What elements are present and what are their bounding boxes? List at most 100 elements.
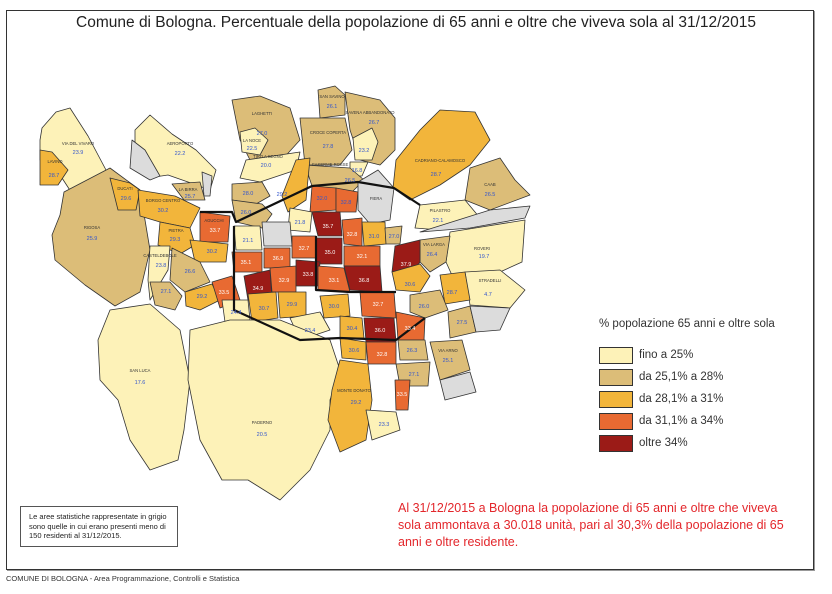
area-la-birra[interactable]: [171, 181, 206, 201]
svg-text:32.1: 32.1: [357, 254, 368, 260]
area-san-luca[interactable]: [97, 303, 191, 471]
svg-text:26.5: 26.5: [345, 178, 356, 184]
svg-text:4.7: 4.7: [484, 292, 492, 298]
legend-label: da 28,1% a 31%: [639, 393, 724, 405]
area-fossolo[interactable]: [394, 379, 411, 411]
area-tiro-a-segno[interactable]: [239, 151, 301, 183]
legend-swatch: [599, 368, 633, 386]
area-piazza-dell-unita[interactable]: [311, 211, 343, 237]
area-caab[interactable]: [464, 157, 531, 211]
svg-text:26.0: 26.0: [241, 210, 252, 216]
svg-text:SAVENA ABBANDONATO: SAVENA ABBANDONATO: [345, 110, 395, 115]
svg-text:26.5: 26.5: [485, 192, 496, 198]
legend-swatch: [599, 346, 633, 364]
area-croce-del-biacco[interactable]: [439, 271, 471, 305]
area-san-savino[interactable]: [317, 85, 346, 119]
svg-text:33.8: 33.8: [303, 272, 314, 278]
legend-label: oltre 34%: [639, 437, 688, 449]
svg-text:33.5: 33.5: [219, 290, 230, 296]
svg-text:33.4: 33.4: [405, 326, 416, 332]
svg-text:30.4: 30.4: [347, 326, 358, 332]
area-guelfa[interactable]: [391, 263, 431, 293]
svg-text:16.8: 16.8: [352, 168, 363, 174]
svg-text:26.3: 26.3: [407, 348, 418, 354]
svg-text:26.4: 26.4: [427, 252, 438, 258]
area-cavedone[interactable]: [397, 339, 429, 361]
area-cadriano-calamosco[interactable]: [392, 109, 491, 201]
area-mazzini-grey[interactable]: [261, 221, 293, 247]
svg-text:22.5: 22.5: [247, 146, 258, 152]
svg-text:MONTE DONATO: MONTE DONATO: [337, 388, 372, 393]
svg-text:30.0: 30.0: [329, 304, 340, 310]
area-ferrarese[interactable]: [335, 187, 359, 213]
area-bertalia[interactable]: [352, 127, 379, 161]
legend-swatch: [599, 412, 633, 430]
legend-label: da 25,1% a 28%: [639, 371, 724, 383]
grey-areas-note: Le aree statistiche rappresentate in gri…: [20, 506, 178, 547]
svg-text:29.3: 29.3: [170, 237, 181, 243]
svg-text:CROCE COPERTA: CROCE COPERTA: [310, 130, 346, 135]
svg-text:22.2: 22.2: [175, 151, 186, 157]
area-lunetta-gamberini[interactable]: [469, 305, 511, 333]
svg-text:RIGOSA: RIGOSA: [84, 225, 100, 230]
svg-text:FIERA: FIERA: [370, 196, 383, 201]
area-mazzini[interactable]: [339, 337, 367, 361]
area-emilia-ponente[interactable]: [189, 239, 229, 263]
svg-text:26.6: 26.6: [185, 269, 196, 275]
svg-text:26.7: 26.7: [369, 120, 380, 126]
area-scalo-merci-san-donato[interactable]: [419, 205, 531, 233]
area-via-arno[interactable]: [429, 339, 471, 381]
svg-text:35.7: 35.7: [323, 224, 334, 230]
area-borghellino[interactable]: [129, 139, 161, 181]
legend-item-2: da 25,1% a 28%: [599, 366, 814, 388]
svg-text:27.0: 27.0: [389, 234, 400, 240]
legend-swatch: [599, 434, 633, 452]
svg-text:28.7: 28.7: [49, 173, 60, 179]
area-paderno[interactable]: [187, 319, 341, 501]
svg-text:30.7: 30.7: [259, 306, 270, 312]
svg-text:VIA DEL VIVARO: VIA DEL VIVARO: [62, 141, 95, 146]
svg-text:STRADELLI: STRADELLI: [479, 278, 502, 283]
area-san-savino-nord[interactable]: [384, 225, 403, 245]
svg-text:27.5: 27.5: [457, 320, 468, 326]
area-la-noce[interactable]: [239, 127, 269, 156]
area-stradelli-guelfi[interactable]: [464, 269, 526, 309]
area-villaggio-della-barca[interactable]: [149, 281, 183, 311]
svg-text:19.7: 19.7: [479, 254, 490, 260]
area-possolo[interactable]: [409, 289, 449, 319]
area-battindarno[interactable]: [169, 247, 211, 293]
svg-text:PILASTRO: PILASTRO: [430, 208, 451, 213]
svg-text:33.1: 33.1: [329, 278, 340, 284]
area-pescarola[interactable]: [231, 181, 271, 205]
svg-text:21.1: 21.1: [243, 238, 254, 244]
svg-text:25.7: 25.7: [185, 194, 196, 200]
svg-text:23.2: 23.2: [359, 148, 370, 154]
area-ducati-villaggio-ina[interactable]: [109, 177, 141, 211]
svg-text:LA BIRRA: LA BIRRA: [179, 187, 198, 192]
svg-text:32.7: 32.7: [373, 302, 384, 308]
svg-text:VIA LARGA: VIA LARGA: [423, 242, 445, 247]
area-agucchi[interactable]: [199, 211, 231, 243]
svg-text:BORGO CENTRO: BORGO CENTRO: [146, 198, 181, 203]
area-croce-coperta[interactable]: [299, 117, 353, 166]
svg-text:37.9: 37.9: [401, 262, 412, 268]
svg-text:30.2: 30.2: [207, 249, 218, 255]
area-casale-di-reno[interactable]: [184, 283, 221, 311]
area-beverara[interactable]: [281, 157, 311, 213]
footer-credit: COMUNE DI BOLOGNA - Area Programmazione,…: [6, 574, 240, 583]
svg-text:32.8: 32.8: [377, 352, 388, 358]
area-monte-donato[interactable]: [327, 359, 373, 453]
svg-text:23.3: 23.3: [379, 422, 390, 428]
legend: % popolazione 65 anni e oltre sola fino …: [594, 318, 814, 454]
quartiere-boundary: [200, 180, 421, 224]
area-lavino-di-mezzo[interactable]: [39, 149, 69, 186]
area-santa-viola[interactable]: [233, 225, 263, 251]
area-saragozza[interactable]: [247, 291, 279, 323]
area-lungo[interactable]: [201, 171, 213, 197]
area-bel-colle-grey[interactable]: [439, 371, 477, 401]
svg-text:LAVINO: LAVINO: [47, 159, 63, 164]
area-la-bastia[interactable]: [365, 409, 401, 441]
svg-text:CASTELDEBOLE: CASTELDEBOLE: [143, 253, 176, 258]
area-giardini-margherita[interactable]: [319, 293, 351, 319]
svg-text:28.0: 28.0: [243, 191, 254, 197]
